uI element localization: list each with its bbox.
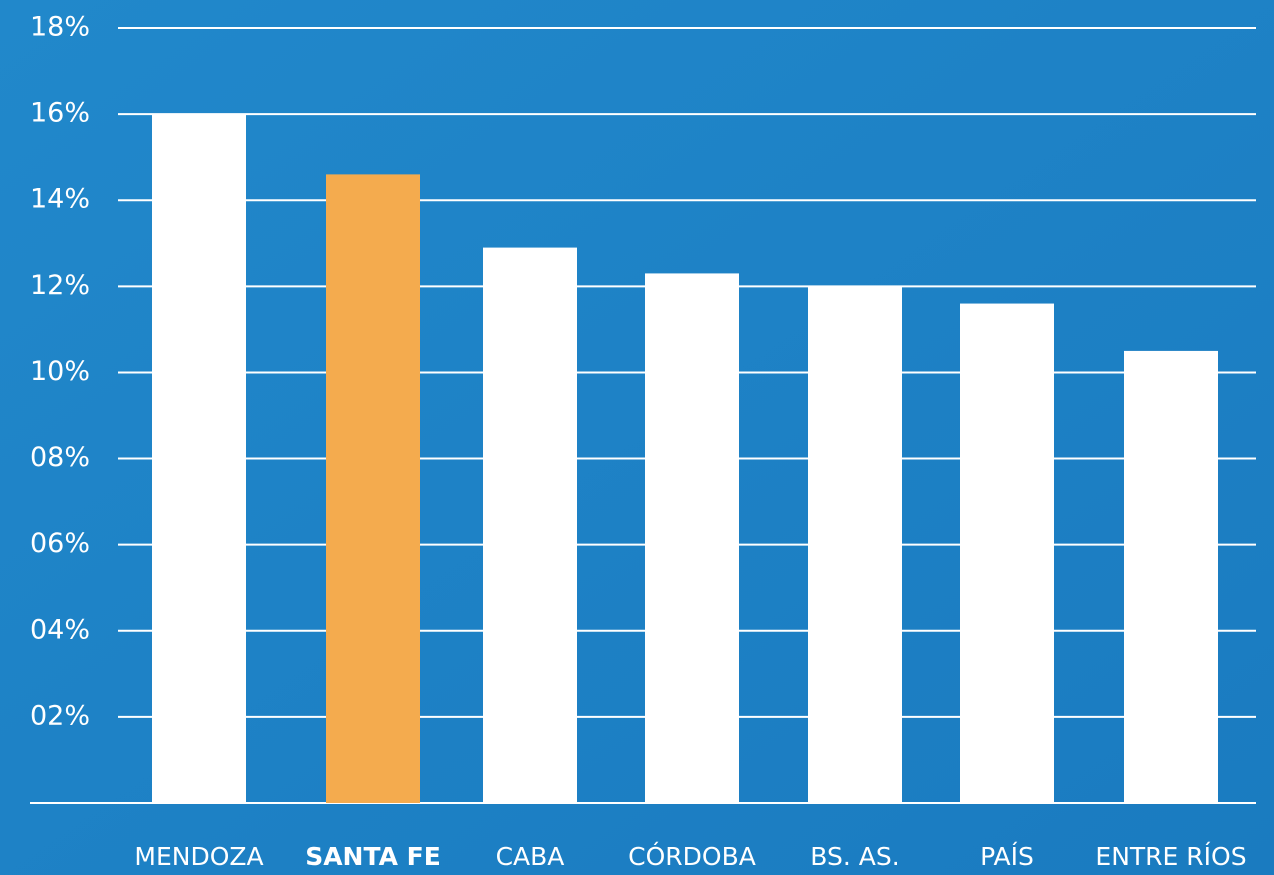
y-tick-label: 02%: [30, 700, 90, 731]
y-tick-label: 12%: [30, 270, 90, 301]
y-tick-label: 06%: [30, 528, 90, 559]
bar: [645, 273, 739, 804]
x-tick-label: ENTRE RÍOS: [1095, 842, 1246, 871]
x-tick-label: MENDOZA: [134, 842, 263, 871]
x-tick-label: CABA: [496, 842, 565, 871]
y-tick-label: 18%: [30, 12, 90, 43]
x-tick-label: PAÍS: [980, 842, 1034, 871]
x-tick-label: BS. AS.: [810, 842, 899, 871]
bar: [808, 286, 902, 803]
bar: [483, 247, 577, 804]
y-tick-label: 08%: [30, 442, 90, 473]
y-tick-label: 14%: [30, 184, 90, 215]
x-tick-label: CÓRDOBA: [628, 841, 756, 871]
bar: [152, 114, 246, 804]
x-tick-label: SANTA FE: [305, 842, 441, 871]
y-tick-label: 04%: [30, 614, 90, 645]
bar: [960, 303, 1054, 803]
y-tick-label: 10%: [30, 356, 90, 387]
bar: [326, 174, 420, 803]
y-tick-label: 16%: [30, 98, 90, 129]
bar: [1124, 350, 1218, 803]
